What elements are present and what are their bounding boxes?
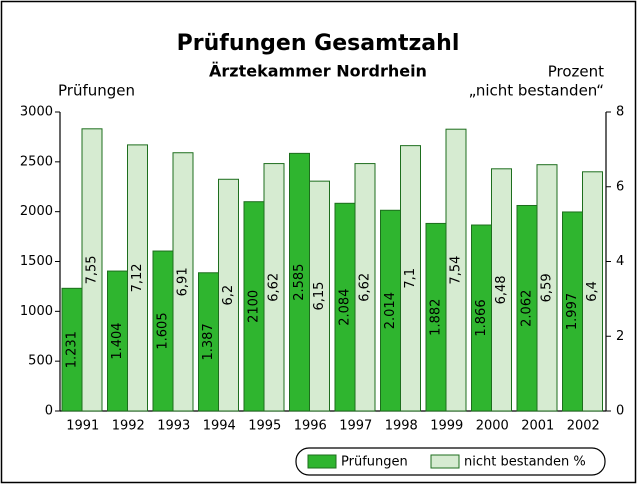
bar [263, 163, 285, 412]
value-label: 6,62 [267, 273, 282, 302]
y2-axis-label: Prozent [548, 63, 604, 81]
x-tick-label: 1993 [157, 419, 190, 434]
x-tick-label: 2002 [567, 419, 600, 434]
value-label: 6,4 [585, 281, 600, 302]
x-tick-label: 1996 [294, 419, 327, 434]
value-label: 2100 [247, 290, 262, 323]
y2-axis-label: „nicht bestanden“ [469, 82, 604, 100]
bar [536, 164, 558, 412]
value-label: 7,1 [403, 268, 418, 289]
y-tick-label: 2000 [20, 204, 53, 219]
value-label: 6,48 [494, 275, 509, 304]
x-tick-label: 2000 [476, 419, 509, 434]
y2-tick-label: 8 [616, 105, 624, 120]
x-tick-label: 1992 [112, 419, 145, 434]
bar [309, 180, 330, 412]
y2-tick-label: 6 [616, 179, 624, 194]
value-label: 1.387 [201, 323, 216, 360]
legend-label: nicht bestanden % [464, 455, 586, 470]
value-label: 6,59 [540, 273, 555, 302]
chart-title: Prüfungen Gesamtzahl [177, 31, 460, 56]
y-tick-label: 2500 [20, 154, 53, 169]
y-tick-label: 1500 [20, 254, 53, 269]
legend-swatch [307, 454, 337, 469]
value-label: 6,15 [312, 282, 327, 311]
y-tick-label: 1000 [20, 304, 53, 319]
value-label: 6,2 [221, 285, 236, 306]
bar [218, 178, 239, 412]
x-tick-label: 1994 [203, 419, 236, 434]
y2-tick-label: 2 [616, 329, 624, 344]
value-label: 1.231 [64, 331, 79, 368]
bar [127, 144, 148, 412]
y2-tick-label: 4 [616, 254, 624, 269]
x-tick-label: 1999 [430, 419, 463, 434]
value-label: 6,91 [176, 267, 191, 296]
y-tick-label: 3000 [20, 105, 53, 120]
value-label: 2.014 [383, 292, 398, 329]
value-label: 6,62 [358, 273, 373, 302]
value-label: 2.062 [520, 290, 535, 327]
x-tick-label: 2001 [521, 419, 554, 434]
value-label: 7,54 [449, 256, 464, 285]
bar [582, 171, 603, 412]
chart-subtitle: Ärztekammer Nordrhein [209, 62, 427, 81]
x-tick-label: 1995 [248, 419, 281, 434]
y-tick-label: 0 [45, 404, 53, 419]
y-axis-label: Prüfungen [58, 82, 135, 100]
value-label: 1.404 [110, 322, 125, 359]
bar [400, 145, 421, 412]
y-tick-label: 500 [28, 354, 53, 369]
value-label: 1.866 [474, 299, 489, 336]
value-label: 2.585 [292, 264, 307, 301]
value-label: 1.605 [156, 312, 171, 349]
y2-tick-label: 0 [616, 404, 624, 419]
x-tick-label: 1991 [66, 419, 99, 434]
bar [354, 163, 376, 412]
x-tick-label: 1997 [339, 419, 372, 434]
bar [172, 152, 194, 412]
value-label: 2.084 [338, 289, 353, 326]
value-label: 7,55 [85, 255, 100, 284]
x-tick-label: 1998 [385, 419, 418, 434]
legend-label: Prüfungen [341, 455, 408, 470]
bar [445, 128, 467, 412]
bar [81, 128, 103, 412]
value-label: 7,12 [130, 263, 145, 292]
value-label: 1.882 [429, 299, 444, 336]
legend-swatch [430, 454, 460, 469]
value-label: 1.997 [565, 293, 580, 330]
bar [491, 168, 512, 412]
